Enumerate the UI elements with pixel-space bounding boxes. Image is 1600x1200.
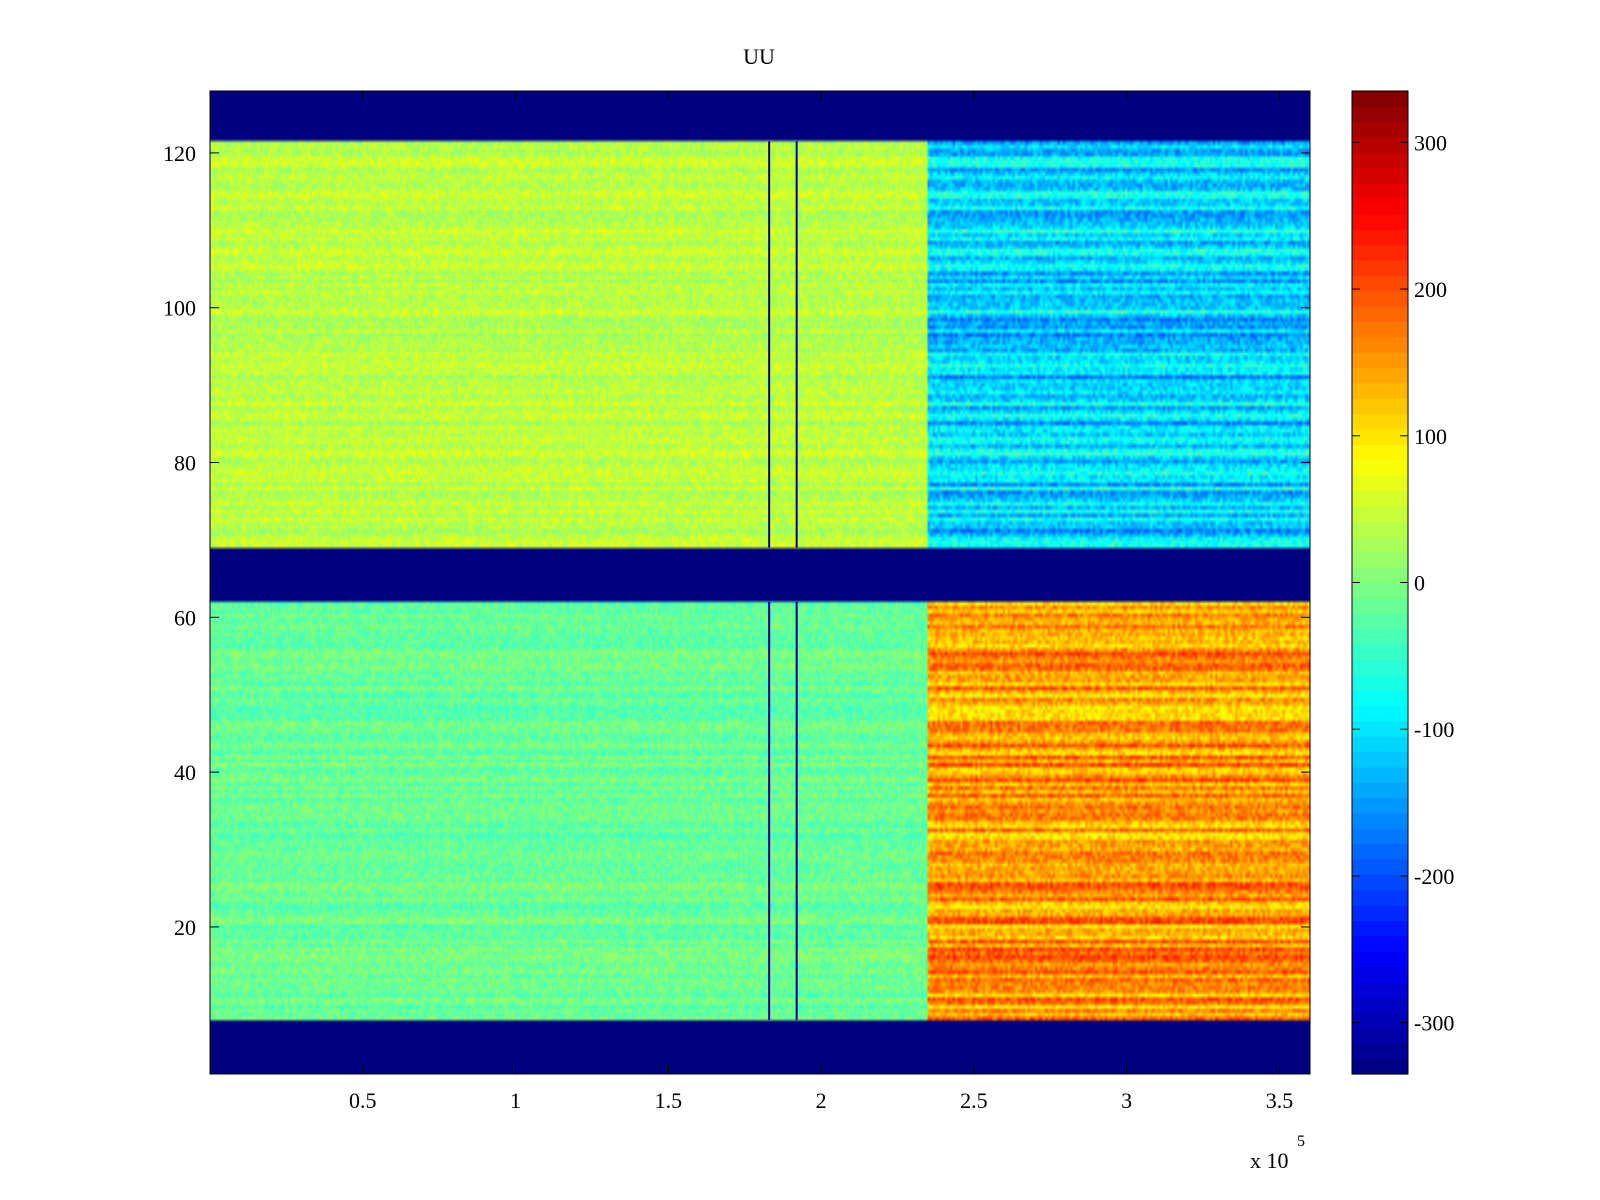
colorbar-tick-label: -200 bbox=[1414, 864, 1454, 889]
colorbar-step bbox=[1352, 198, 1408, 215]
colorbar-step bbox=[1352, 521, 1408, 538]
colorbar-ticks: -300 -200 -100 0 100 200 300 bbox=[1352, 130, 1454, 1036]
colorbar-step bbox=[1352, 444, 1408, 461]
x-tick-label: 2 bbox=[816, 1088, 827, 1113]
colorbar-step bbox=[1352, 628, 1408, 645]
plot-frame bbox=[209, 90, 1311, 1075]
colorbar-step bbox=[1352, 736, 1408, 753]
colorbar-step bbox=[1352, 843, 1408, 860]
colorbar-step bbox=[1352, 889, 1408, 906]
colorbar-step bbox=[1352, 812, 1408, 829]
colorbar-step bbox=[1352, 398, 1408, 415]
colorbar-step bbox=[1352, 981, 1408, 998]
colorbar-step bbox=[1352, 674, 1408, 691]
colorbar-tick-label: 300 bbox=[1414, 130, 1447, 155]
y-tick-label: 100 bbox=[163, 296, 196, 321]
colorbar-step bbox=[1352, 352, 1408, 369]
x-tick-label: 1.5 bbox=[655, 1088, 683, 1113]
colorbar-step bbox=[1352, 259, 1408, 276]
colorbar-step bbox=[1352, 766, 1408, 783]
colorbar-step bbox=[1352, 244, 1408, 261]
colorbar-step bbox=[1352, 382, 1408, 399]
x-exponent-label: x 10 5 bbox=[1250, 1133, 1305, 1173]
colorbar-step bbox=[1352, 582, 1408, 599]
colorbar-step bbox=[1352, 336, 1408, 353]
colorbar-tick-label: 200 bbox=[1414, 277, 1447, 302]
colorbar-step bbox=[1352, 905, 1408, 922]
x-tick-label: 3 bbox=[1121, 1088, 1132, 1113]
colorbar-step bbox=[1352, 874, 1408, 891]
colorbar-step bbox=[1352, 474, 1408, 491]
colorbar-step bbox=[1352, 1027, 1408, 1044]
x-tick-label: 0.5 bbox=[349, 1088, 377, 1113]
colorbar-step bbox=[1352, 828, 1408, 845]
colorbar-step bbox=[1352, 490, 1408, 507]
colorbar-step bbox=[1352, 213, 1408, 230]
x-tick-label: 3.5 bbox=[1266, 1088, 1294, 1113]
colorbar-step bbox=[1352, 1012, 1408, 1029]
colorbar-step bbox=[1352, 121, 1408, 138]
x-tick-label: 2.5 bbox=[960, 1088, 988, 1113]
colorbar-step bbox=[1352, 229, 1408, 246]
colorbar-step bbox=[1352, 536, 1408, 553]
colorbar-step bbox=[1352, 597, 1408, 614]
colorbar-step bbox=[1352, 613, 1408, 630]
colorbar-gradient bbox=[1352, 91, 1408, 1075]
colorbar-tick-label: 100 bbox=[1414, 424, 1447, 449]
colorbar-step bbox=[1352, 152, 1408, 169]
colorbar-step bbox=[1352, 782, 1408, 799]
colorbar-step bbox=[1352, 690, 1408, 706]
colorbar-step bbox=[1352, 137, 1408, 154]
y-tick-label: 60 bbox=[174, 605, 196, 630]
colorbar-step bbox=[1352, 997, 1408, 1014]
x-tick-label: 1 bbox=[510, 1088, 521, 1113]
colorbar-step bbox=[1352, 643, 1408, 660]
colorbar-step bbox=[1352, 106, 1408, 123]
colorbar-step bbox=[1352, 567, 1408, 584]
colorbar-step bbox=[1352, 91, 1408, 107]
colorbar-step bbox=[1352, 1058, 1408, 1075]
dark-vertical-lines bbox=[768, 141, 798, 1020]
colorbar-step bbox=[1352, 951, 1408, 968]
x-axis-ticks: 0.5 1 1.5 2 2.5 3 3.5 bbox=[349, 91, 1293, 1113]
colorbar-step bbox=[1352, 367, 1408, 384]
colorbar-step bbox=[1352, 720, 1408, 737]
colorbar-tick-label: -100 bbox=[1414, 717, 1454, 742]
colorbar-step bbox=[1352, 858, 1408, 875]
colorbar-step bbox=[1352, 413, 1408, 430]
colorbar-step bbox=[1352, 920, 1408, 937]
colorbar-step bbox=[1352, 505, 1408, 522]
x-exponent-base: x 10 bbox=[1250, 1148, 1289, 1173]
y-tick-label: 120 bbox=[163, 141, 196, 166]
colorbar-step bbox=[1352, 935, 1408, 952]
colorbar-step bbox=[1352, 459, 1408, 476]
colorbar-step bbox=[1352, 183, 1408, 200]
colorbar-step bbox=[1352, 306, 1408, 322]
colorbar-tick-label: -300 bbox=[1414, 1011, 1454, 1036]
y-tick-label: 20 bbox=[174, 915, 196, 940]
colorbar-step bbox=[1352, 551, 1408, 568]
colorbar-step bbox=[1352, 321, 1408, 338]
colorbar-tick-label: 0 bbox=[1414, 571, 1425, 596]
y-tick-label: 80 bbox=[174, 451, 196, 476]
y-tick-label: 40 bbox=[174, 760, 196, 785]
colorbar-step bbox=[1352, 275, 1408, 292]
colorbar: -300 -200 -100 0 100 200 300 bbox=[1351, 90, 1454, 1075]
colorbar-step bbox=[1352, 428, 1408, 445]
colorbar-step bbox=[1352, 797, 1408, 814]
colorbar-step bbox=[1352, 966, 1408, 983]
x-exponent-power: 5 bbox=[1297, 1133, 1305, 1150]
colorbar-step bbox=[1352, 751, 1408, 768]
colorbar-step bbox=[1352, 1043, 1408, 1060]
colorbar-step bbox=[1352, 705, 1408, 722]
colorbar-step bbox=[1352, 167, 1408, 184]
heatmap-image bbox=[210, 91, 1310, 1074]
colorbar-step bbox=[1352, 659, 1408, 676]
colorbar-step bbox=[1352, 290, 1408, 307]
heatmap-plot: 0.5 1 1.5 2 2.5 3 3.5 20 40 60 80 100 120 bbox=[163, 90, 1311, 1113]
y-axis-ticks: 20 40 60 80 100 120 bbox=[163, 141, 1310, 940]
chart-title: UU bbox=[743, 44, 775, 69]
